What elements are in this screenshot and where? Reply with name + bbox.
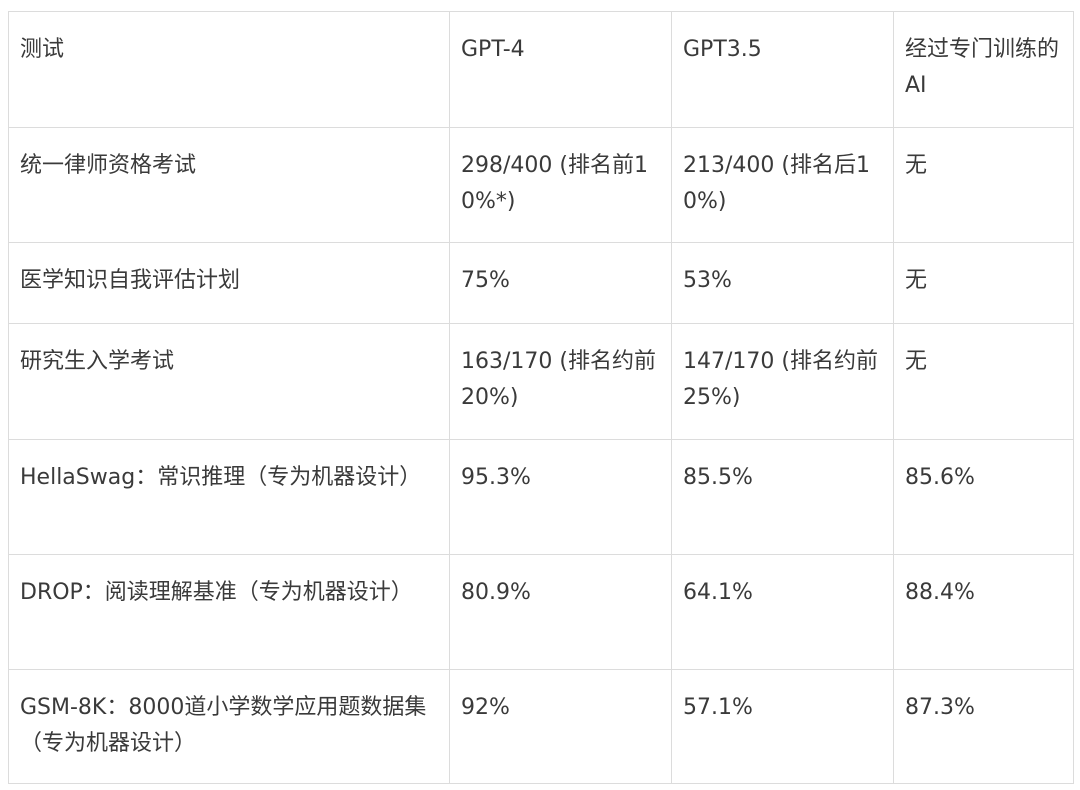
cell-gpt35: 147/170 (排名约前25%) <box>671 323 894 440</box>
cell-gpt4: 75% <box>449 242 672 324</box>
cell-gpt4: 80.9% <box>449 554 672 670</box>
cell-gpt4: 95.3% <box>449 439 672 555</box>
cell-specialized-ai: 88.4% <box>893 554 1074 670</box>
cell-gpt35: 64.1% <box>671 554 894 670</box>
table-header-row: 测试 GPT-4 GPT3.5 经过专门训练的AI <box>8 11 1074 128</box>
header-gpt35: GPT3.5 <box>671 11 894 128</box>
cell-gpt35: 53% <box>671 242 894 324</box>
cell-test: 统一律师资格考试 <box>8 127 450 243</box>
cell-gpt35: 57.1% <box>671 669 894 784</box>
table-row: 统一律师资格考试 298/400 (排名前10%*) 213/400 (排名后1… <box>8 127 1074 243</box>
header-gpt4: GPT-4 <box>449 11 672 128</box>
cell-test: HellaSwag：常识推理（专为机器设计） <box>8 439 450 555</box>
table-row: GSM-8K：8000道小学数学应用题数据集（专为机器设计） 92% 57.1%… <box>8 669 1074 784</box>
table-row: 医学知识自我评估计划 75% 53% 无 <box>8 242 1074 324</box>
table-row: HellaSwag：常识推理（专为机器设计） 95.3% 85.5% 85.6% <box>8 439 1074 555</box>
cell-gpt35: 213/400 (排名后10%) <box>671 127 894 243</box>
cell-specialized-ai: 87.3% <box>893 669 1074 784</box>
cell-gpt4: 92% <box>449 669 672 784</box>
table-row: 研究生入学考试 163/170 (排名约前20%) 147/170 (排名约前2… <box>8 323 1074 440</box>
table-row: DROP：阅读理解基准（专为机器设计） 80.9% 64.1% 88.4% <box>8 554 1074 670</box>
benchmark-table: 测试 GPT-4 GPT3.5 经过专门训练的AI 统一律师资格考试 298/4… <box>8 11 1074 784</box>
cell-test: DROP：阅读理解基准（专为机器设计） <box>8 554 450 670</box>
header-test: 测试 <box>8 11 450 128</box>
cell-test: GSM-8K：8000道小学数学应用题数据集（专为机器设计） <box>8 669 450 784</box>
cell-specialized-ai: 85.6% <box>893 439 1074 555</box>
cell-gpt35: 85.5% <box>671 439 894 555</box>
cell-specialized-ai: 无 <box>893 127 1074 243</box>
cell-gpt4: 163/170 (排名约前20%) <box>449 323 672 440</box>
cell-specialized-ai: 无 <box>893 242 1074 324</box>
cell-test: 研究生入学考试 <box>8 323 450 440</box>
cell-specialized-ai: 无 <box>893 323 1074 440</box>
header-specialized-ai: 经过专门训练的AI <box>893 11 1074 128</box>
cell-gpt4: 298/400 (排名前10%*) <box>449 127 672 243</box>
cell-test: 医学知识自我评估计划 <box>8 242 450 324</box>
